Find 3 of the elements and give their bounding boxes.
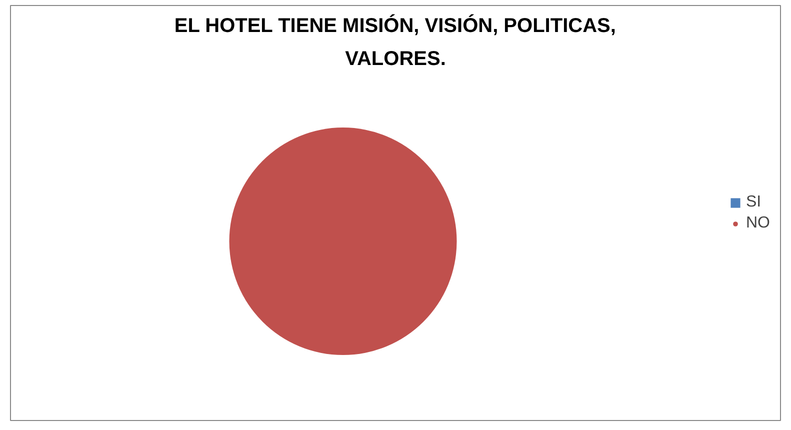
chart-title: EL HOTEL TIENE MISIÓN, VISIÓN, POLITICAS, VALORES. (174, 14, 616, 70)
legend-label: NO (746, 214, 770, 232)
legend-label: SI (746, 193, 762, 211)
